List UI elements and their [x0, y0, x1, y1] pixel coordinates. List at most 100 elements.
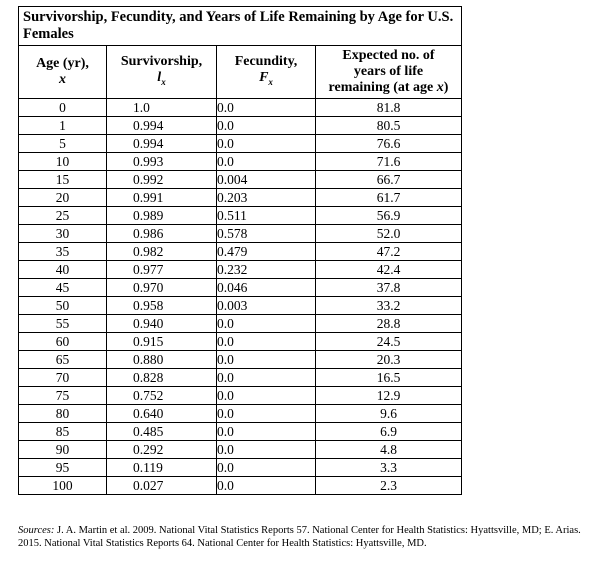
cell-survivorship-value: 0.970 — [133, 280, 164, 295]
cell-fecundity-value: 0.0 — [217, 478, 234, 493]
table-title: Survivorship, Fecundity, and Years of Li… — [18, 6, 462, 46]
header-age-label: Age (yr), — [36, 56, 89, 71]
table-row: 90 0.292 0.0 4.8 — [18, 440, 462, 459]
table-row: 60 0.915 0.0 24.5 — [18, 332, 462, 351]
cell-age: 35 — [18, 242, 107, 261]
cell-age: 45 — [18, 278, 107, 297]
cell-fecundity: 0.0 — [216, 332, 316, 351]
cell-survivorship-value: 0.485 — [133, 424, 164, 439]
cell-survivorship-value: 0.977 — [133, 262, 164, 277]
cell-expected-years-value: 81.8 — [376, 100, 401, 115]
table-row: 95 0.119 0.0 3.3 — [18, 458, 462, 477]
cell-fecundity-value: 0.578 — [217, 226, 248, 241]
cell-expected-years: 28.8 — [315, 314, 462, 333]
cell-age-value: 20 — [55, 190, 70, 205]
cell-fecundity-value: 0.0 — [217, 442, 234, 457]
header-survivorship-symbol: l — [157, 70, 162, 86]
cell-expected-years-value: 52.0 — [376, 226, 401, 241]
header-survivorship: Survivorship, lx — [106, 45, 217, 99]
cell-expected-years: 4.8 — [315, 440, 462, 459]
cell-age-value: 25 — [55, 208, 70, 223]
cell-expected-years-value: 9.6 — [380, 406, 397, 421]
cell-survivorship-value: 0.994 — [133, 136, 164, 151]
cell-fecundity-value: 0.003 — [217, 298, 248, 313]
cell-fecundity: 0.046 — [216, 278, 316, 297]
cell-age-value: 80 — [55, 406, 70, 421]
cell-fecundity: 0.0 — [216, 458, 316, 477]
cell-expected-years: 12.9 — [315, 386, 462, 405]
cell-expected-years-value: 2.3 — [380, 478, 397, 493]
cell-expected-years: 81.8 — [315, 98, 462, 117]
cell-fecundity: 0.232 — [216, 260, 316, 279]
cell-age-value: 75 — [55, 388, 70, 403]
table-row: 0 1.0 0.0 81.8 — [18, 98, 462, 117]
cell-survivorship-value: 0.027 — [133, 478, 164, 493]
cell-expected-years-value: 6.9 — [380, 424, 397, 439]
cell-fecundity: 0.0 — [216, 404, 316, 423]
cell-fecundity-value: 0.232 — [217, 262, 248, 277]
cell-survivorship: 1.0 — [106, 98, 217, 117]
cell-survivorship: 0.292 — [106, 440, 217, 459]
cell-fecundity-value: 0.479 — [217, 244, 248, 259]
cell-fecundity-value: 0.0 — [217, 118, 234, 133]
cell-expected-years: 24.5 — [315, 332, 462, 351]
cell-survivorship: 0.989 — [106, 206, 217, 225]
cell-age-value: 40 — [55, 262, 70, 277]
cell-expected-years: 76.6 — [315, 134, 462, 153]
cell-age: 25 — [18, 206, 107, 225]
table-row: 35 0.982 0.479 47.2 — [18, 242, 462, 261]
cell-survivorship-value: 0.640 — [133, 406, 164, 421]
cell-fecundity: 0.0 — [216, 152, 316, 171]
header-survivorship-sub: x — [161, 76, 166, 87]
cell-expected-years-value: 3.3 — [380, 460, 397, 475]
cell-age-value: 100 — [52, 478, 73, 493]
cell-age: 75 — [18, 386, 107, 405]
cell-fecundity-value: 0.0 — [217, 316, 234, 331]
cell-survivorship-value: 0.992 — [133, 172, 164, 187]
cell-age: 100 — [18, 476, 107, 495]
cell-fecundity: 0.203 — [216, 188, 316, 207]
table-row: 80 0.640 0.0 9.6 — [18, 404, 462, 423]
cell-survivorship: 0.940 — [106, 314, 217, 333]
cell-survivorship-value: 0.986 — [133, 226, 164, 241]
cell-survivorship: 0.993 — [106, 152, 217, 171]
cell-expected-years: 47.2 — [315, 242, 462, 261]
cell-survivorship-value: 0.989 — [133, 208, 164, 223]
table-row: 65 0.880 0.0 20.3 — [18, 350, 462, 369]
cell-expected-years-value: 4.8 — [380, 442, 397, 457]
cell-expected-years: 6.9 — [315, 422, 462, 441]
cell-fecundity-value: 0.0 — [217, 406, 234, 421]
cell-expected-years-value: 80.5 — [376, 118, 401, 133]
cell-expected-years: 9.6 — [315, 404, 462, 423]
cell-fecundity: 0.0 — [216, 422, 316, 441]
cell-survivorship: 0.828 — [106, 368, 217, 387]
cell-age: 95 — [18, 458, 107, 477]
cell-age-value: 85 — [55, 424, 70, 439]
header-survivorship-label: Survivorship, — [120, 54, 203, 70]
header-fecundity: Fecundity, Fx — [216, 45, 316, 99]
cell-expected-years: 71.6 — [315, 152, 462, 171]
header-expected-line1: Expected no. of — [342, 48, 435, 63]
cell-survivorship: 0.119 — [106, 458, 217, 477]
cell-fecundity-value: 0.0 — [217, 460, 234, 475]
cell-age-value: 60 — [55, 334, 70, 349]
cell-fecundity: 0.0 — [216, 350, 316, 369]
header-expected-line2: years of life — [353, 64, 424, 79]
cell-expected-years: 20.3 — [315, 350, 462, 369]
cell-age: 1 — [18, 116, 107, 135]
cell-age-value: 90 — [55, 442, 70, 457]
cell-age: 15 — [18, 170, 107, 189]
cell-age: 55 — [18, 314, 107, 333]
cell-survivorship: 0.970 — [106, 278, 217, 297]
cell-fecundity-value: 0.0 — [217, 424, 234, 439]
cell-age: 5 — [18, 134, 107, 153]
cell-fecundity-value: 0.0 — [217, 136, 234, 151]
cell-age-value: 0 — [59, 100, 66, 115]
cell-survivorship-value: 1.0 — [133, 100, 150, 115]
cell-age-value: 30 — [55, 226, 70, 241]
cell-fecundity: 0.0 — [216, 440, 316, 459]
cell-survivorship-value: 0.915 — [133, 334, 164, 349]
cell-age: 60 — [18, 332, 107, 351]
cell-expected-years-value: 71.6 — [376, 154, 401, 169]
cell-age: 10 — [18, 152, 107, 171]
